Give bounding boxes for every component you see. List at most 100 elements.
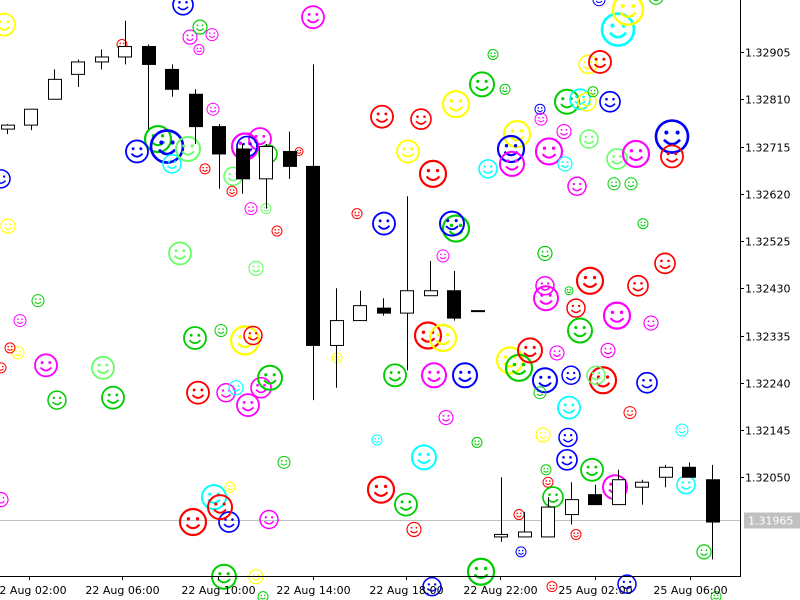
smiley-eye-left: [664, 130, 669, 135]
smiley-face: [627, 274, 649, 297]
smiley-mouth: [545, 482, 551, 486]
smiley-eye-left: [107, 393, 111, 397]
price-tag-label: 1.31965: [748, 515, 794, 528]
smiley-face: [602, 301, 632, 330]
smiley-eye-left: [421, 330, 426, 334]
smiley-face: [441, 214, 471, 243]
smiley-icon: [606, 148, 628, 170]
smiley-eye-left: [186, 34, 189, 37]
smiley-eye-left: [229, 189, 232, 191]
smiley-mouth: [663, 138, 681, 146]
smiley-eye-right: [21, 318, 23, 320]
smiley-eye-left: [584, 135, 588, 138]
smiley-face: [226, 185, 238, 197]
smiley-eye-left: [218, 328, 220, 330]
smiley-mouth: [106, 399, 120, 404]
smiley-icon: [636, 371, 658, 394]
smiley-face: [570, 528, 582, 540]
x-tick-label: 22 Aug 06:00: [85, 584, 159, 597]
smiley-eye-right: [6, 20, 10, 24]
smiley-eye-left: [647, 320, 650, 323]
x-tick-label: 25 Aug 06:00: [653, 584, 727, 597]
smiley-eye-left: [605, 97, 608, 101]
smiley-eye-left: [210, 106, 212, 109]
smiley-eye-right: [222, 328, 224, 330]
smiley-eye-right: [252, 206, 254, 208]
smiley-mouth: [16, 321, 24, 324]
smiley-eye-right: [19, 350, 21, 353]
smiley-eye-right: [546, 282, 550, 285]
smiley-eye-left: [502, 87, 505, 89]
y-axis-ticks: 1.32905 1.32810 1.32715 1.32620 1.32525 1.324…: [740, 47, 791, 485]
smiley-face: [244, 202, 258, 216]
smiley-icon: [406, 521, 422, 538]
smiley-eye-left: [611, 181, 613, 184]
y-tick-label: 1.32525: [745, 236, 791, 249]
smiley-eye-left: [539, 375, 543, 379]
smiley-face: [623, 406, 637, 420]
smiley-eye-left: [374, 484, 379, 489]
smiley-mouth: [388, 376, 402, 382]
smiley-eye-right: [115, 393, 119, 397]
smiley-face: [91, 355, 115, 380]
smiley-eye-left: [490, 52, 493, 55]
smiley-eye-right: [643, 221, 646, 224]
smiley-eye-right: [532, 345, 536, 349]
smiley-face: [452, 362, 478, 389]
smiley-face: [517, 337, 543, 364]
smiley-eye-right: [447, 414, 450, 417]
candle-body: [71, 61, 85, 75]
candle-body: [283, 150, 297, 167]
smiley-face: [372, 211, 396, 236]
smiley-mouth: [627, 184, 635, 188]
smiley-eye-right: [9, 223, 12, 226]
smiley-icon: [471, 436, 483, 448]
smiley-face: [532, 367, 558, 394]
smiley-face: [478, 159, 498, 179]
smiley-mouth: [583, 140, 595, 145]
smiley-face: [216, 382, 236, 403]
smiley-eye-right: [542, 116, 544, 119]
smiley-eye-left: [410, 526, 413, 529]
smiley-eye-left: [40, 361, 44, 365]
smiley-mouth: [593, 63, 607, 69]
smiley-face: [0, 12, 16, 37]
smiley-mouth: [280, 463, 288, 466]
smiley-eye-left: [633, 281, 636, 285]
x-tick-label: 22 Aug 02:00: [0, 584, 67, 597]
smiley-icon: [515, 546, 527, 558]
smiley-eye-right: [577, 304, 581, 308]
smiley-eye-left: [560, 128, 563, 131]
smiley-face: [441, 90, 471, 119]
smiley-icon: [183, 326, 207, 350]
smiley-icon: [600, 342, 616, 359]
smiley-eye-left: [629, 149, 634, 153]
smiley-mouth: [401, 153, 415, 158]
candle-body: [706, 479, 720, 523]
smiley-icon: [557, 395, 581, 420]
smiley-mouth: [260, 597, 266, 600]
smiley-face: [549, 345, 565, 361]
smiley-icon: [566, 298, 586, 318]
smiley-face: [351, 208, 363, 220]
smiley-mouth: [581, 103, 593, 107]
smiley-icon: [411, 444, 437, 471]
smiley-face: [579, 129, 599, 149]
smiley-icon: [602, 301, 632, 330]
smiley-mouth: [641, 384, 653, 389]
smiley-eye-left: [182, 144, 186, 148]
smiley-face: [654, 252, 676, 275]
smiley-face: [218, 511, 240, 533]
smiley-face: [537, 245, 553, 262]
smiley-icon: [236, 393, 260, 418]
candle-body: [353, 305, 367, 322]
smiley-eye-right: [257, 265, 260, 268]
smiley-mouth: [665, 157, 679, 163]
candle: [565, 482, 579, 525]
candle: [635, 479, 649, 505]
smiley-eye-left: [202, 166, 205, 169]
smiley-face: [535, 427, 551, 443]
smiley-icon: [502, 119, 532, 149]
x-tick-label: 22 Aug 10:00: [181, 584, 255, 597]
